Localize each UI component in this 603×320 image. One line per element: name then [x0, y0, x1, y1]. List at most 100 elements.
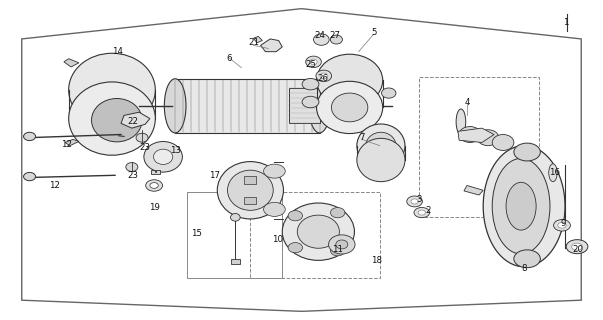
- Text: 9: 9: [561, 219, 566, 228]
- Text: 2: 2: [425, 206, 431, 215]
- Ellipse shape: [217, 162, 283, 219]
- Polygon shape: [64, 59, 79, 67]
- Text: 12: 12: [49, 181, 60, 190]
- Ellipse shape: [330, 35, 343, 44]
- Polygon shape: [253, 36, 262, 43]
- Ellipse shape: [459, 126, 481, 142]
- Ellipse shape: [336, 240, 348, 249]
- Ellipse shape: [297, 215, 339, 248]
- Ellipse shape: [316, 70, 332, 82]
- Ellipse shape: [154, 149, 172, 164]
- Text: 4: 4: [464, 98, 470, 107]
- Text: 1: 1: [563, 19, 569, 28]
- Ellipse shape: [329, 235, 355, 254]
- Text: 13: 13: [169, 146, 181, 155]
- Ellipse shape: [317, 81, 383, 133]
- Ellipse shape: [382, 88, 396, 98]
- Text: 21: 21: [248, 38, 259, 47]
- Text: 24: 24: [314, 31, 325, 40]
- Text: 23: 23: [128, 172, 139, 180]
- Text: 20: 20: [573, 245, 584, 254]
- Ellipse shape: [558, 222, 566, 228]
- Ellipse shape: [566, 240, 588, 254]
- Polygon shape: [151, 170, 160, 174]
- Text: 10: 10: [272, 235, 283, 244]
- Text: 14: 14: [113, 47, 124, 56]
- Polygon shape: [121, 112, 150, 128]
- Ellipse shape: [146, 180, 163, 191]
- Ellipse shape: [317, 54, 383, 107]
- Polygon shape: [464, 186, 483, 195]
- Ellipse shape: [554, 220, 570, 231]
- Ellipse shape: [165, 79, 186, 133]
- Ellipse shape: [297, 88, 312, 123]
- Ellipse shape: [492, 134, 514, 150]
- Polygon shape: [65, 139, 79, 146]
- Ellipse shape: [310, 59, 317, 65]
- Ellipse shape: [330, 246, 345, 256]
- Text: 26: 26: [317, 74, 328, 83]
- Ellipse shape: [264, 164, 285, 178]
- Ellipse shape: [92, 99, 142, 142]
- Ellipse shape: [309, 79, 330, 133]
- Text: 8: 8: [522, 264, 527, 273]
- Ellipse shape: [24, 132, 36, 140]
- Ellipse shape: [407, 196, 423, 207]
- Ellipse shape: [126, 163, 138, 172]
- Ellipse shape: [514, 143, 540, 161]
- Ellipse shape: [330, 208, 345, 218]
- Polygon shape: [260, 39, 282, 52]
- Bar: [250, 192, 380, 278]
- Ellipse shape: [549, 164, 557, 182]
- Ellipse shape: [572, 243, 582, 250]
- Text: 16: 16: [549, 168, 560, 177]
- Text: 5: 5: [371, 28, 376, 37]
- Ellipse shape: [264, 202, 285, 216]
- Ellipse shape: [492, 158, 550, 254]
- Text: 22: 22: [128, 117, 139, 126]
- Text: 12: 12: [62, 140, 72, 148]
- Ellipse shape: [302, 78, 319, 90]
- Bar: [230, 260, 240, 264]
- Ellipse shape: [506, 182, 536, 230]
- Ellipse shape: [332, 93, 368, 122]
- Ellipse shape: [136, 133, 148, 142]
- Ellipse shape: [314, 34, 329, 45]
- Text: 27: 27: [329, 31, 340, 40]
- Ellipse shape: [69, 53, 156, 126]
- Polygon shape: [458, 128, 494, 142]
- Text: 3: 3: [416, 195, 421, 204]
- Ellipse shape: [288, 243, 303, 253]
- Ellipse shape: [320, 73, 327, 79]
- Ellipse shape: [230, 213, 240, 221]
- Ellipse shape: [357, 124, 405, 167]
- Ellipse shape: [456, 109, 466, 134]
- Text: 23: 23: [139, 143, 151, 152]
- Text: 11: 11: [332, 245, 343, 254]
- Bar: [419, 77, 539, 217]
- Bar: [175, 79, 320, 133]
- Bar: [289, 88, 320, 123]
- Ellipse shape: [477, 130, 499, 146]
- Ellipse shape: [282, 203, 355, 260]
- Ellipse shape: [411, 199, 418, 204]
- Text: 18: 18: [371, 256, 382, 265]
- Ellipse shape: [144, 141, 182, 172]
- Text: 17: 17: [209, 172, 219, 180]
- Ellipse shape: [418, 210, 426, 215]
- Ellipse shape: [306, 56, 321, 68]
- Ellipse shape: [24, 172, 36, 181]
- Ellipse shape: [414, 207, 430, 218]
- Ellipse shape: [302, 96, 319, 108]
- Bar: [244, 176, 256, 184]
- Ellipse shape: [227, 170, 273, 210]
- Text: 15: 15: [191, 229, 202, 238]
- Bar: [187, 192, 282, 278]
- Ellipse shape: [69, 82, 156, 155]
- Bar: [244, 197, 256, 204]
- Text: 19: 19: [149, 203, 160, 212]
- Text: 25: 25: [305, 60, 316, 69]
- Ellipse shape: [150, 183, 159, 188]
- Ellipse shape: [483, 146, 565, 267]
- Ellipse shape: [366, 132, 396, 159]
